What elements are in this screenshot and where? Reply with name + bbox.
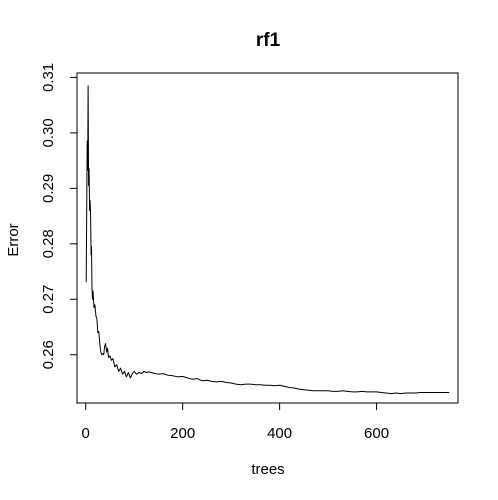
x-tick-label: 200 xyxy=(170,425,195,442)
plot-frame xyxy=(76,72,459,404)
series-layer xyxy=(85,85,450,395)
y-tick-label: 0.26 xyxy=(40,340,57,369)
x-tick-label: 0 xyxy=(82,425,90,442)
x-axis-title: trees xyxy=(251,461,284,478)
y-tick-label: 0.27 xyxy=(40,285,57,314)
y-tick-label: 0.31 xyxy=(40,63,57,92)
y-axis: 0.26 0.27 0.28 0.29 0.30 0.31 xyxy=(40,63,78,369)
y-tick-label: 0.28 xyxy=(40,229,57,258)
y-axis-title: Error xyxy=(5,223,22,256)
y-tick-label: 0.29 xyxy=(40,174,57,203)
y-tick-label: 0.30 xyxy=(40,118,57,147)
series-line xyxy=(85,85,450,395)
x-tick-label: 400 xyxy=(267,425,292,442)
x-axis: 0 200 400 600 xyxy=(82,402,389,442)
chart-title: rf1 xyxy=(256,30,281,51)
x-tick-label: 600 xyxy=(364,425,389,442)
